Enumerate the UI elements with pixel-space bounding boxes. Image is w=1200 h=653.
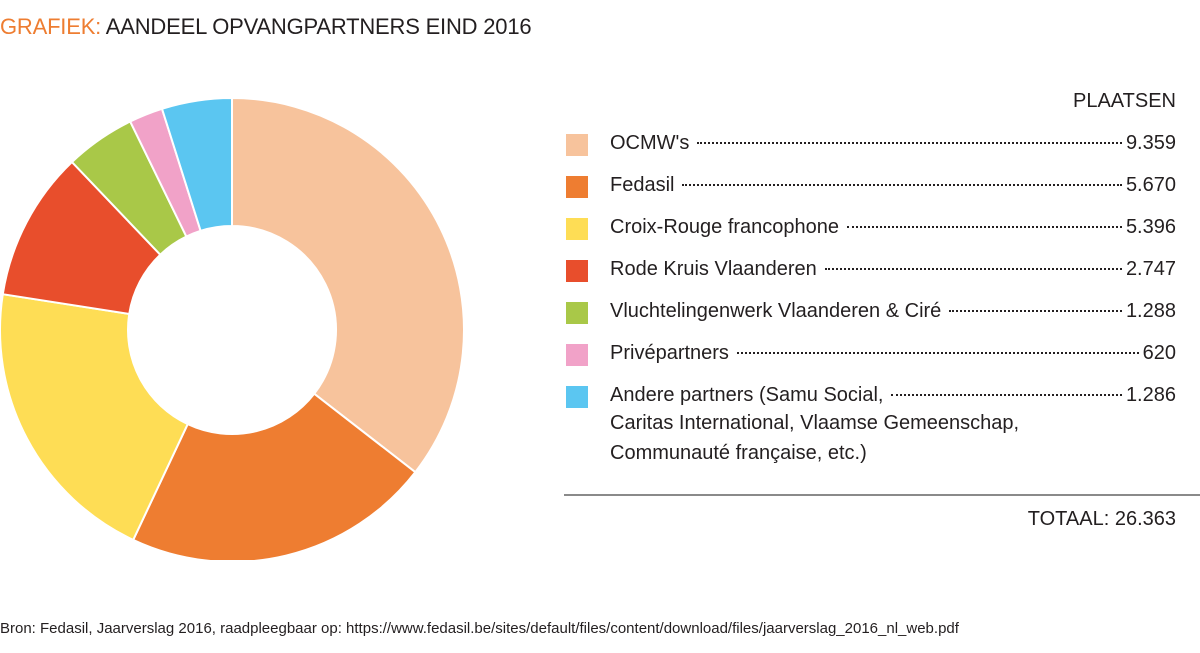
legend-swatch [566,302,588,324]
legend-item: Privépartners 620 [566,340,1176,382]
donut-slice [231,96,465,474]
legend-value: 620 [1142,342,1176,364]
legend-swatch [566,260,588,282]
chart-title-prefix: GRAFIEK: [0,14,102,39]
legend-value: 1.288 [1125,300,1176,322]
donut-slice [160,96,233,233]
leader-dots [736,352,1139,354]
legend-label: Vluchtelingenwerk Vlaanderen & Ciré [610,300,942,322]
legend-value: 5.396 [1125,216,1176,238]
legend-value: 1.286 [1125,384,1176,406]
legend-value: 5.670 [1125,174,1176,196]
legend-swatch [566,386,588,408]
chart-title-text: AANDEEL OPVANGPARTNERS EIND 2016 [105,14,532,39]
legend-swatch [566,134,588,156]
leader-dots [697,142,1122,144]
donut-slice [131,392,417,560]
legend-item: Rode Kruis Vlaanderen 2.747 [566,256,1176,298]
leader-dots [949,310,1122,312]
donut-chart [0,96,465,560]
legend-item: Croix-Rouge francophone 5.396 [566,214,1176,256]
legend-item: Andere partners (Samu Social, 1.286 Cari… [566,382,1176,474]
legend-label: Croix-Rouge francophone [610,216,840,238]
source-note: Bron: Fedasil, Jaarverslag 2016, raadple… [0,620,959,637]
total-value: TOTAAL: 26.363 [1027,508,1176,530]
legend-item: Vluchtelingenwerk Vlaanderen & Ciré 1.28… [566,298,1176,340]
leader-dots [682,184,1122,186]
leader-dots [891,394,1122,396]
legend-swatch [566,176,588,198]
legend-swatch [566,344,588,366]
legend-item: Fedasil 5.670 [566,172,1176,214]
legend-label: Rode Kruis Vlaanderen [610,258,817,280]
column-header: PLAATSEN [1073,90,1176,112]
legend-value: 2.747 [1125,258,1176,280]
legend: OCMW's 9.359 Fedasil 5.670 Croix-Rouge f… [566,130,1176,474]
legend-label-continued: Communauté française, etc.) [610,442,867,464]
donut-slice [0,293,190,542]
legend-label: Privépartners [610,342,729,364]
leader-dots [847,226,1122,228]
legend-label-continued: Caritas International, Vlaamse Gemeensch… [610,412,1020,434]
legend-label: Andere partners (Samu Social, [610,384,884,406]
leader-dots [824,268,1122,270]
legend-label: OCMW's [610,132,690,154]
legend-item: OCMW's 9.359 [566,130,1176,172]
total-divider [564,494,1200,496]
legend-label: Fedasil [610,174,675,196]
legend-swatch [566,218,588,240]
chart-title: GRAFIEK: AANDEEL OPVANGPARTNERS EIND 201… [0,14,532,40]
legend-value: 9.359 [1125,132,1176,154]
